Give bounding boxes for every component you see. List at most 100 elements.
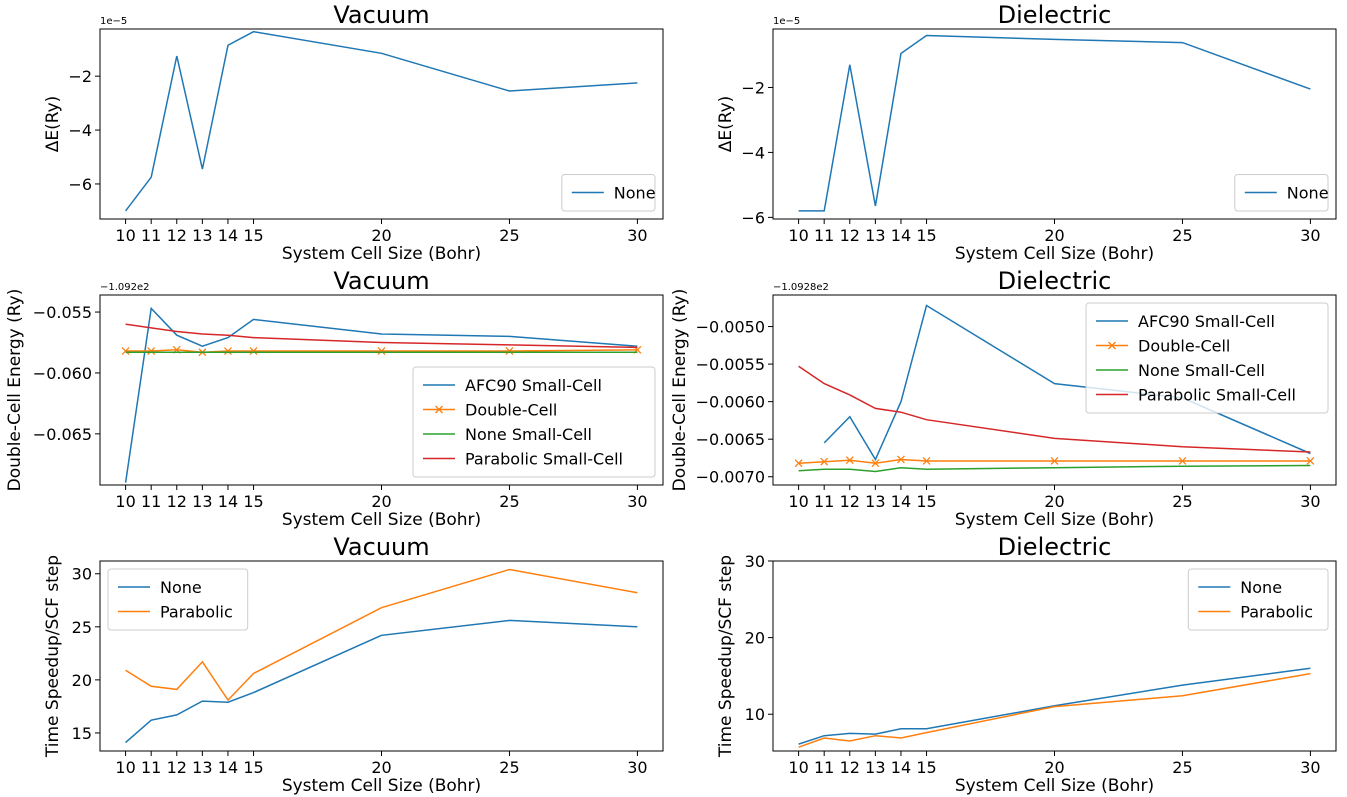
marker-stroke (505, 347, 514, 355)
x-tick-label: 14 (891, 758, 911, 777)
series-line-none-small-cell (798, 464, 1311, 473)
y-tick-label: −0.0060 (696, 393, 765, 412)
series-line-parabolic (125, 568, 638, 702)
x-tick-label: 13 (192, 758, 212, 777)
x-axis-label: System Cell Size (Bohr) (282, 244, 481, 264)
marker-stroke (147, 347, 156, 355)
x-axis-label: System Cell Size (Bohr) (955, 510, 1154, 530)
x-tick-label: 25 (499, 758, 519, 777)
x-tick-label: 10 (788, 226, 808, 245)
x-tick-label: 11 (141, 492, 161, 511)
legend-label: Parabolic (1240, 603, 1313, 622)
y-axis-label: ΔE(Ry) (43, 96, 63, 153)
x-tick-label: 30 (627, 492, 647, 511)
x-tick-label: 15 (243, 758, 263, 777)
series-line-none (125, 619, 638, 744)
x-tick-label: 10 (115, 758, 135, 777)
x-tick-label: 25 (499, 492, 519, 511)
x-tick-label: 13 (865, 758, 885, 777)
x-tick-label: 14 (891, 226, 911, 245)
series-line-parabolic-small-cell (125, 323, 638, 349)
x-tick-label: 15 (916, 492, 936, 511)
subplot-2: Dielectric 10 11 12 13 14 15 20 25 30 −6 −4 −2 1e−5 Sy… (716, 1, 1337, 264)
legend: AFC90 Small-Cell Double-Cell None Small-Ce… (1085, 302, 1329, 414)
chart-title: Vacuum (333, 533, 429, 561)
subplot-5: Vacuum 10 11 12 13 14 15 20 25 30 15 20 25 30 System C… (43, 533, 664, 796)
y-tick-label: −0.0065 (696, 430, 765, 449)
data-point-marker (922, 457, 931, 465)
x-tick-label: 14 (891, 492, 911, 511)
legend-label: Parabolic Small-Cell (465, 450, 623, 469)
subplot-3: Vacuum 10 11 12 13 14 15 20 25 30 −0.065 −0.060 −0.0… (5, 267, 664, 530)
y-tick-label: −2 (741, 78, 765, 97)
x-tick-label: 25 (1172, 226, 1192, 245)
x-axis-label: System Cell Size (Bohr) (955, 776, 1154, 796)
marker-stroke (794, 459, 803, 468)
x-tick-label: 10 (115, 226, 135, 245)
series-line-none (125, 30, 638, 212)
x-tick-label: 12 (167, 226, 187, 245)
x-tick-label: 13 (192, 226, 212, 245)
legend-marker (1108, 341, 1116, 350)
x-tick-label: 20 (1044, 758, 1064, 777)
legend-box (412, 366, 656, 478)
x-tick-label: 15 (243, 226, 263, 245)
x-tick-label: 12 (840, 758, 860, 777)
data-point-marker (505, 347, 514, 355)
y-offset-text: 1e−5 (100, 16, 127, 27)
x-tick-label: 11 (141, 758, 161, 777)
y-tick-label: 30 (745, 552, 765, 571)
series-line-none (798, 667, 1311, 745)
data-point-marker (249, 347, 258, 355)
x-tick-label: 11 (141, 226, 161, 245)
x-tick-label: 20 (371, 492, 391, 511)
legend-label: None (614, 184, 656, 203)
legend-box (1234, 174, 1329, 212)
y-tick-label: 15 (72, 724, 92, 743)
x-tick-label: 25 (1172, 492, 1192, 511)
y-tick-label: −0.065 (33, 425, 92, 444)
legend-box (1187, 568, 1329, 631)
y-tick-label: 20 (745, 629, 765, 648)
x-tick-label: 10 (788, 492, 808, 511)
x-tick-label: 12 (840, 226, 860, 245)
x-tick-label: 10 (115, 492, 135, 511)
legend-label: None (1287, 184, 1329, 203)
legend-label: None (1240, 578, 1282, 597)
legend: AFC90 Small-Cell Double-Cell None Small-Ce… (412, 366, 656, 478)
marker-stroke (1306, 457, 1315, 465)
x-tick-label: 13 (865, 492, 885, 511)
y-tick-label: −0.060 (33, 364, 92, 383)
y-tick-label: −4 (68, 121, 92, 140)
marker-stroke (249, 347, 258, 355)
data-point-marker (820, 457, 829, 466)
legend: None (1234, 174, 1329, 212)
x-axis-label: System Cell Size (Bohr) (282, 776, 481, 796)
chart-title: Dielectric (998, 267, 1112, 295)
chart-title: Vacuum (333, 1, 429, 29)
data-point-marker (794, 459, 803, 468)
y-tick-label: −4 (741, 143, 765, 162)
marker-stroke (896, 455, 905, 464)
x-tick-label: 20 (371, 758, 391, 777)
x-tick-label: 20 (371, 226, 391, 245)
series-line-afc90-small-cell (124, 306, 638, 483)
data-point-marker (845, 456, 854, 465)
legend-label: None Small-Cell (465, 425, 592, 444)
x-tick-label: 12 (167, 758, 187, 777)
legend-label: AFC90 Small-Cell (465, 376, 602, 395)
chart-title: Dielectric (998, 533, 1112, 561)
data-point-marker (1050, 457, 1059, 465)
data-point-marker (896, 455, 905, 464)
x-tick-label: 11 (814, 758, 834, 777)
legend-label: Parabolic Small-Cell (1138, 386, 1296, 405)
marker-stroke (820, 457, 829, 466)
y-tick-label: −0.0055 (696, 355, 765, 374)
legend: None (561, 174, 656, 212)
legend-box (107, 568, 249, 631)
legend-label: Double-Cell (465, 401, 557, 420)
x-tick-label: 25 (1172, 758, 1192, 777)
y-tick-label: −0.0050 (696, 318, 765, 337)
marker-stroke (922, 457, 931, 465)
subplot-1: Vacuum 10 11 12 13 14 15 20 25 30 −6 −4 −2 1e−5 System… (43, 1, 664, 264)
